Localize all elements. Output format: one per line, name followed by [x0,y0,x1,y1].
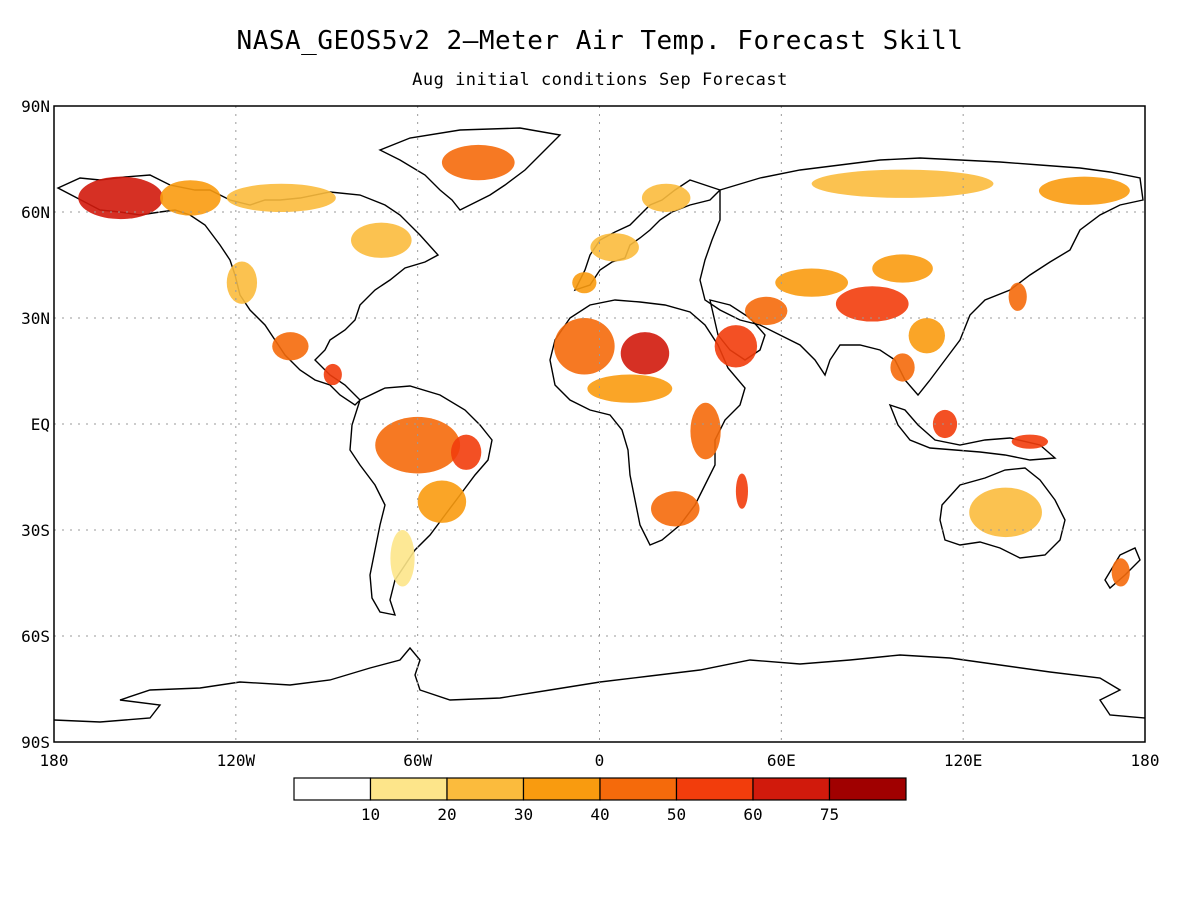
skill-region-argentina [390,530,415,587]
lon-tick-label: 60E [767,751,796,770]
skill-region-new-guinea [1011,434,1049,449]
colorbar-swatch [446,777,525,801]
skill-region-canada-north [226,183,336,212]
colorbar-label: 50 [667,805,686,824]
lat-tick-label: 90N [21,97,50,116]
lat-tick-label: 60N [21,203,50,222]
skill-region-southern-africa [651,491,700,527]
colorbar-label: 60 [743,805,762,824]
skill-region-se-asia [890,353,915,382]
colorbar-swatch [293,777,372,801]
skill-region-borneo [932,409,958,439]
skill-region-iran [744,296,788,326]
antarctica-coastline [54,646,1145,723]
skill-region-greenland [441,144,515,181]
colorbar-swatch [675,777,754,801]
lon-tick-labels: 180 120W 60W 0 60E 120E 180 [40,751,1160,770]
map-frame [53,105,1146,743]
greenland-coastline [378,127,562,211]
colorbar-label: 75 [820,805,839,824]
skill-region-yukon [160,180,221,216]
indonesia-coastline [888,403,1057,461]
colorbar-label: 30 [514,805,533,824]
skill-region-sahara-west [554,318,615,375]
skill-region-brazil-south [417,480,467,523]
skill-region-arabia [714,325,758,368]
asia-coastline [699,157,1144,397]
skill-region-western-europe [590,233,639,262]
lon-tick-label: 60W [403,751,432,770]
lon-tick-label: 0 [595,751,605,770]
colorbar-swatch [752,777,831,801]
lat-tick-label: 30S [21,521,50,540]
colorbar-swatch [522,777,601,801]
land-layer [54,127,1145,723]
colorbar-swatch [828,777,907,801]
skill-region-western-us [226,261,258,304]
skill-region-scandinavia [641,183,691,212]
lon-tick-label: 180 [40,751,69,770]
skill-region-iberia [572,272,597,294]
colorbar-label: 20 [437,805,456,824]
colorbar-label: 10 [361,805,380,824]
skill-region-mongolia [872,254,933,283]
colorbar: 10 20 30 40 50 60 75 [293,777,907,824]
lat-tick-label: 60S [21,627,50,646]
skill-region-sahel [587,374,673,403]
lat-tick-labels: 90N 60N 30N EQ 30S 60S 90S [21,97,50,752]
skill-region-east-africa [690,402,721,460]
skill-region-madagascar [735,473,748,509]
skill-region-brazil-east [451,434,482,470]
lat-tick-label: 30N [21,309,50,328]
skill-region-alaska [78,176,164,220]
chart-title: NASA_GEOS5v2 2—Meter Air Temp. Forecast … [236,26,964,56]
colorbar-label: 40 [590,805,609,824]
lat-tick-label: EQ [31,415,50,434]
lon-tick-label: 180 [1131,751,1160,770]
africa-coastline [549,299,746,546]
lon-tick-label: 120W [217,751,256,770]
skill-region-tibet [835,286,909,322]
skill-region-china-south [908,318,945,354]
skill-region-amazon [375,416,461,474]
skill-region-central-asia [775,268,849,297]
grid-lines [54,106,1145,742]
skill-region-new-zealand [1111,558,1130,587]
skill-region-japan [1008,282,1027,311]
skill-region-mexico [272,332,309,361]
skill-region-sahara-central [620,332,670,375]
lat-tick-label: 90S [21,733,50,752]
skill-region-russia-east [1038,176,1130,205]
skill-region-central-america [323,363,342,386]
australia-coastline [939,467,1066,559]
skill-heat-layer [78,144,1130,587]
colorbar-swatch [369,777,448,801]
skill-region-siberia [811,169,994,198]
lon-tick-label: 120E [944,751,983,770]
colorbar-swatch [599,777,678,801]
chart-subtitle: Aug initial conditions Sep Forecast [412,70,788,90]
skill-region-quebec [350,222,412,258]
skill-region-australia [969,487,1042,538]
